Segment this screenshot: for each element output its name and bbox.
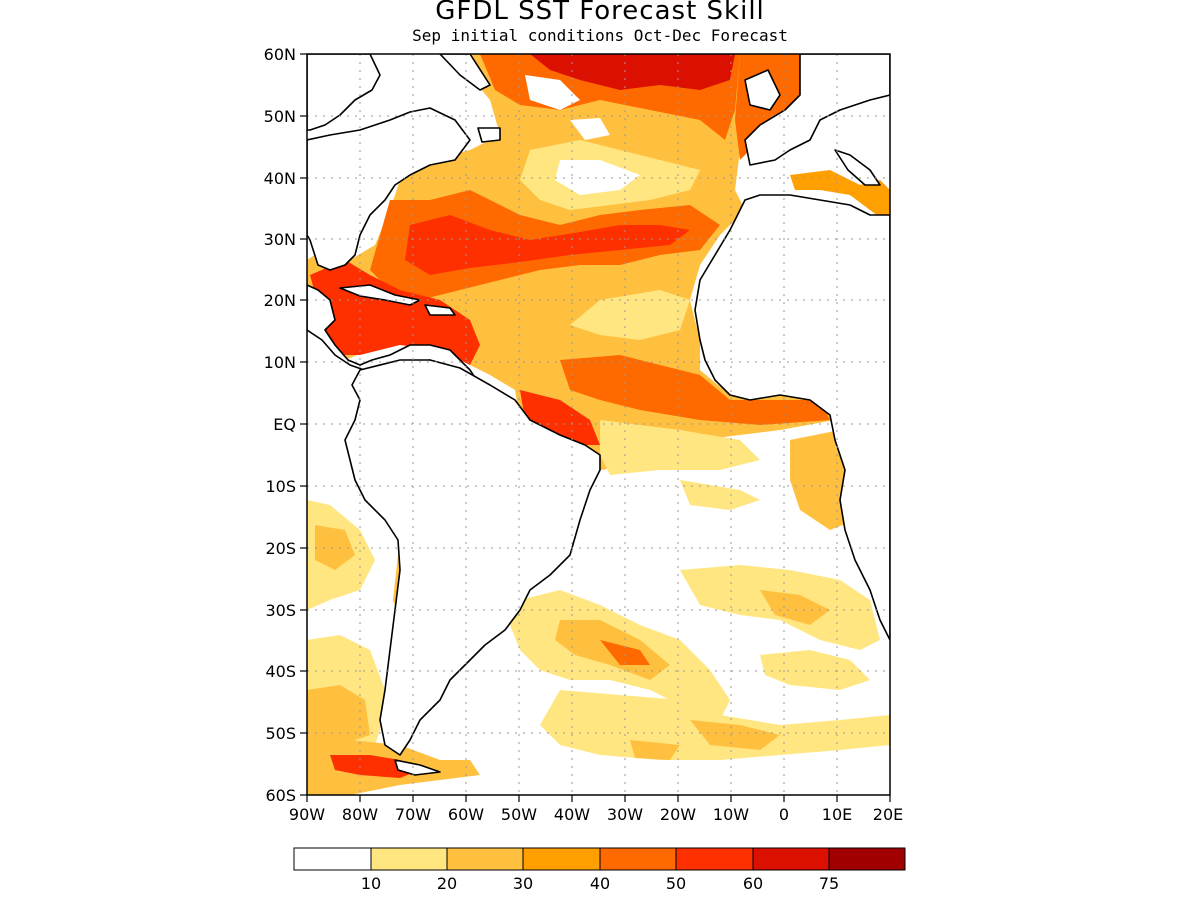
lat-label: 10N	[264, 353, 296, 372]
lat-label: 10S	[265, 477, 296, 496]
legend-label: 10	[361, 874, 381, 893]
legend-label: 30	[513, 874, 533, 893]
lat-label: 20S	[265, 539, 296, 558]
italy-coast	[834, 149, 881, 186]
lat-labels: 60N 50N 40N 30N 20N 10N EQ 10S 20S 30S 4…	[264, 45, 296, 805]
skill-region-chile-shelf-2	[307, 685, 370, 745]
skill-region-southern-band-3	[630, 740, 680, 760]
lat-label: 30S	[265, 601, 296, 620]
lat-label: 40S	[265, 662, 296, 681]
lon-label: 20E	[873, 805, 903, 824]
lon-label: 40W	[554, 805, 590, 824]
skill-region-se-pacific-2	[315, 525, 355, 570]
south-america-coast	[344, 359, 601, 756]
page-subtitle: Sep initial conditions Oct-Dec Forecast	[412, 26, 788, 45]
europe-coast	[744, 54, 890, 166]
skill-region-south-atlantic-3	[600, 640, 650, 665]
skill-region-southern-band-2	[690, 720, 780, 750]
lon-label: 90W	[289, 805, 325, 824]
skill-region-angola-light	[680, 480, 760, 510]
lat-label: 20N	[264, 291, 296, 310]
lon-label: 0	[779, 805, 789, 824]
coastlines	[307, 54, 890, 776]
british-isles	[744, 69, 781, 111]
skill-region-south-atlantic-5	[760, 590, 830, 625]
lon-label: 20W	[660, 805, 696, 824]
lat-label: 60S	[265, 786, 296, 805]
lon-label: 10W	[713, 805, 749, 824]
newfoundland	[477, 127, 501, 143]
skill-region-eq-light	[570, 290, 690, 340]
axis-ticks	[300, 53, 891, 802]
skill-region-gulf-of-guinea	[600, 420, 760, 475]
legend-label: 60	[743, 874, 763, 893]
lat-label: 60N	[264, 45, 296, 64]
skill-region-subtropical-core	[405, 215, 690, 275]
lat-label: 40N	[264, 169, 296, 188]
skill-region-brazil-coast	[520, 390, 600, 445]
legend-swatch	[293, 847, 372, 871]
skill-region-subpolar-max	[530, 54, 735, 90]
lat-label: EQ	[273, 415, 296, 434]
central-america-coast	[307, 284, 481, 386]
color-legend: 10 20 30 40 50 60 75	[293, 847, 906, 893]
skill-shading	[307, 54, 890, 795]
legend-label: 20	[437, 874, 457, 893]
africa-coast	[694, 194, 890, 641]
lat-label: 50S	[265, 724, 296, 743]
lon-label: 70W	[395, 805, 431, 824]
legend-label: 50	[666, 874, 686, 893]
lon-label: 60W	[448, 805, 484, 824]
skill-gap-north-4	[570, 118, 610, 140]
legend-swatch	[752, 847, 830, 871]
legend-swatch	[522, 847, 601, 871]
hispaniola	[424, 304, 456, 316]
skill-gap-north-3	[525, 75, 580, 110]
skill-region-south-atlantic-6	[760, 650, 870, 690]
lat-label: 50N	[264, 107, 296, 126]
lon-label: 30W	[607, 805, 643, 824]
lon-label: 10E	[822, 805, 852, 824]
north-america-coast	[307, 54, 471, 271]
greenland-coast	[439, 54, 491, 91]
skill-region-tropical-band	[560, 355, 830, 425]
legend-swatch	[599, 847, 677, 871]
map-grid	[307, 54, 890, 795]
legend-swatch	[675, 847, 754, 871]
caribbean-islands	[339, 284, 421, 306]
lon-label: 80W	[342, 805, 378, 824]
lat-label: 30N	[264, 230, 296, 249]
lon-labels: 90W 80W 70W 60W 50W 40W 30W 20W 10W 0 10…	[289, 805, 903, 824]
lon-label: 50W	[501, 805, 537, 824]
legend-label: 75	[819, 874, 839, 893]
legend-swatch	[370, 847, 448, 871]
legend-label: 40	[590, 874, 610, 893]
legend-swatch	[828, 847, 906, 871]
page-title: GFDL SST Forecast Skill	[435, 0, 765, 26]
tierra-del-fuego	[394, 759, 441, 776]
legend-swatch	[446, 847, 524, 871]
skill-gap-north-2	[555, 160, 640, 195]
